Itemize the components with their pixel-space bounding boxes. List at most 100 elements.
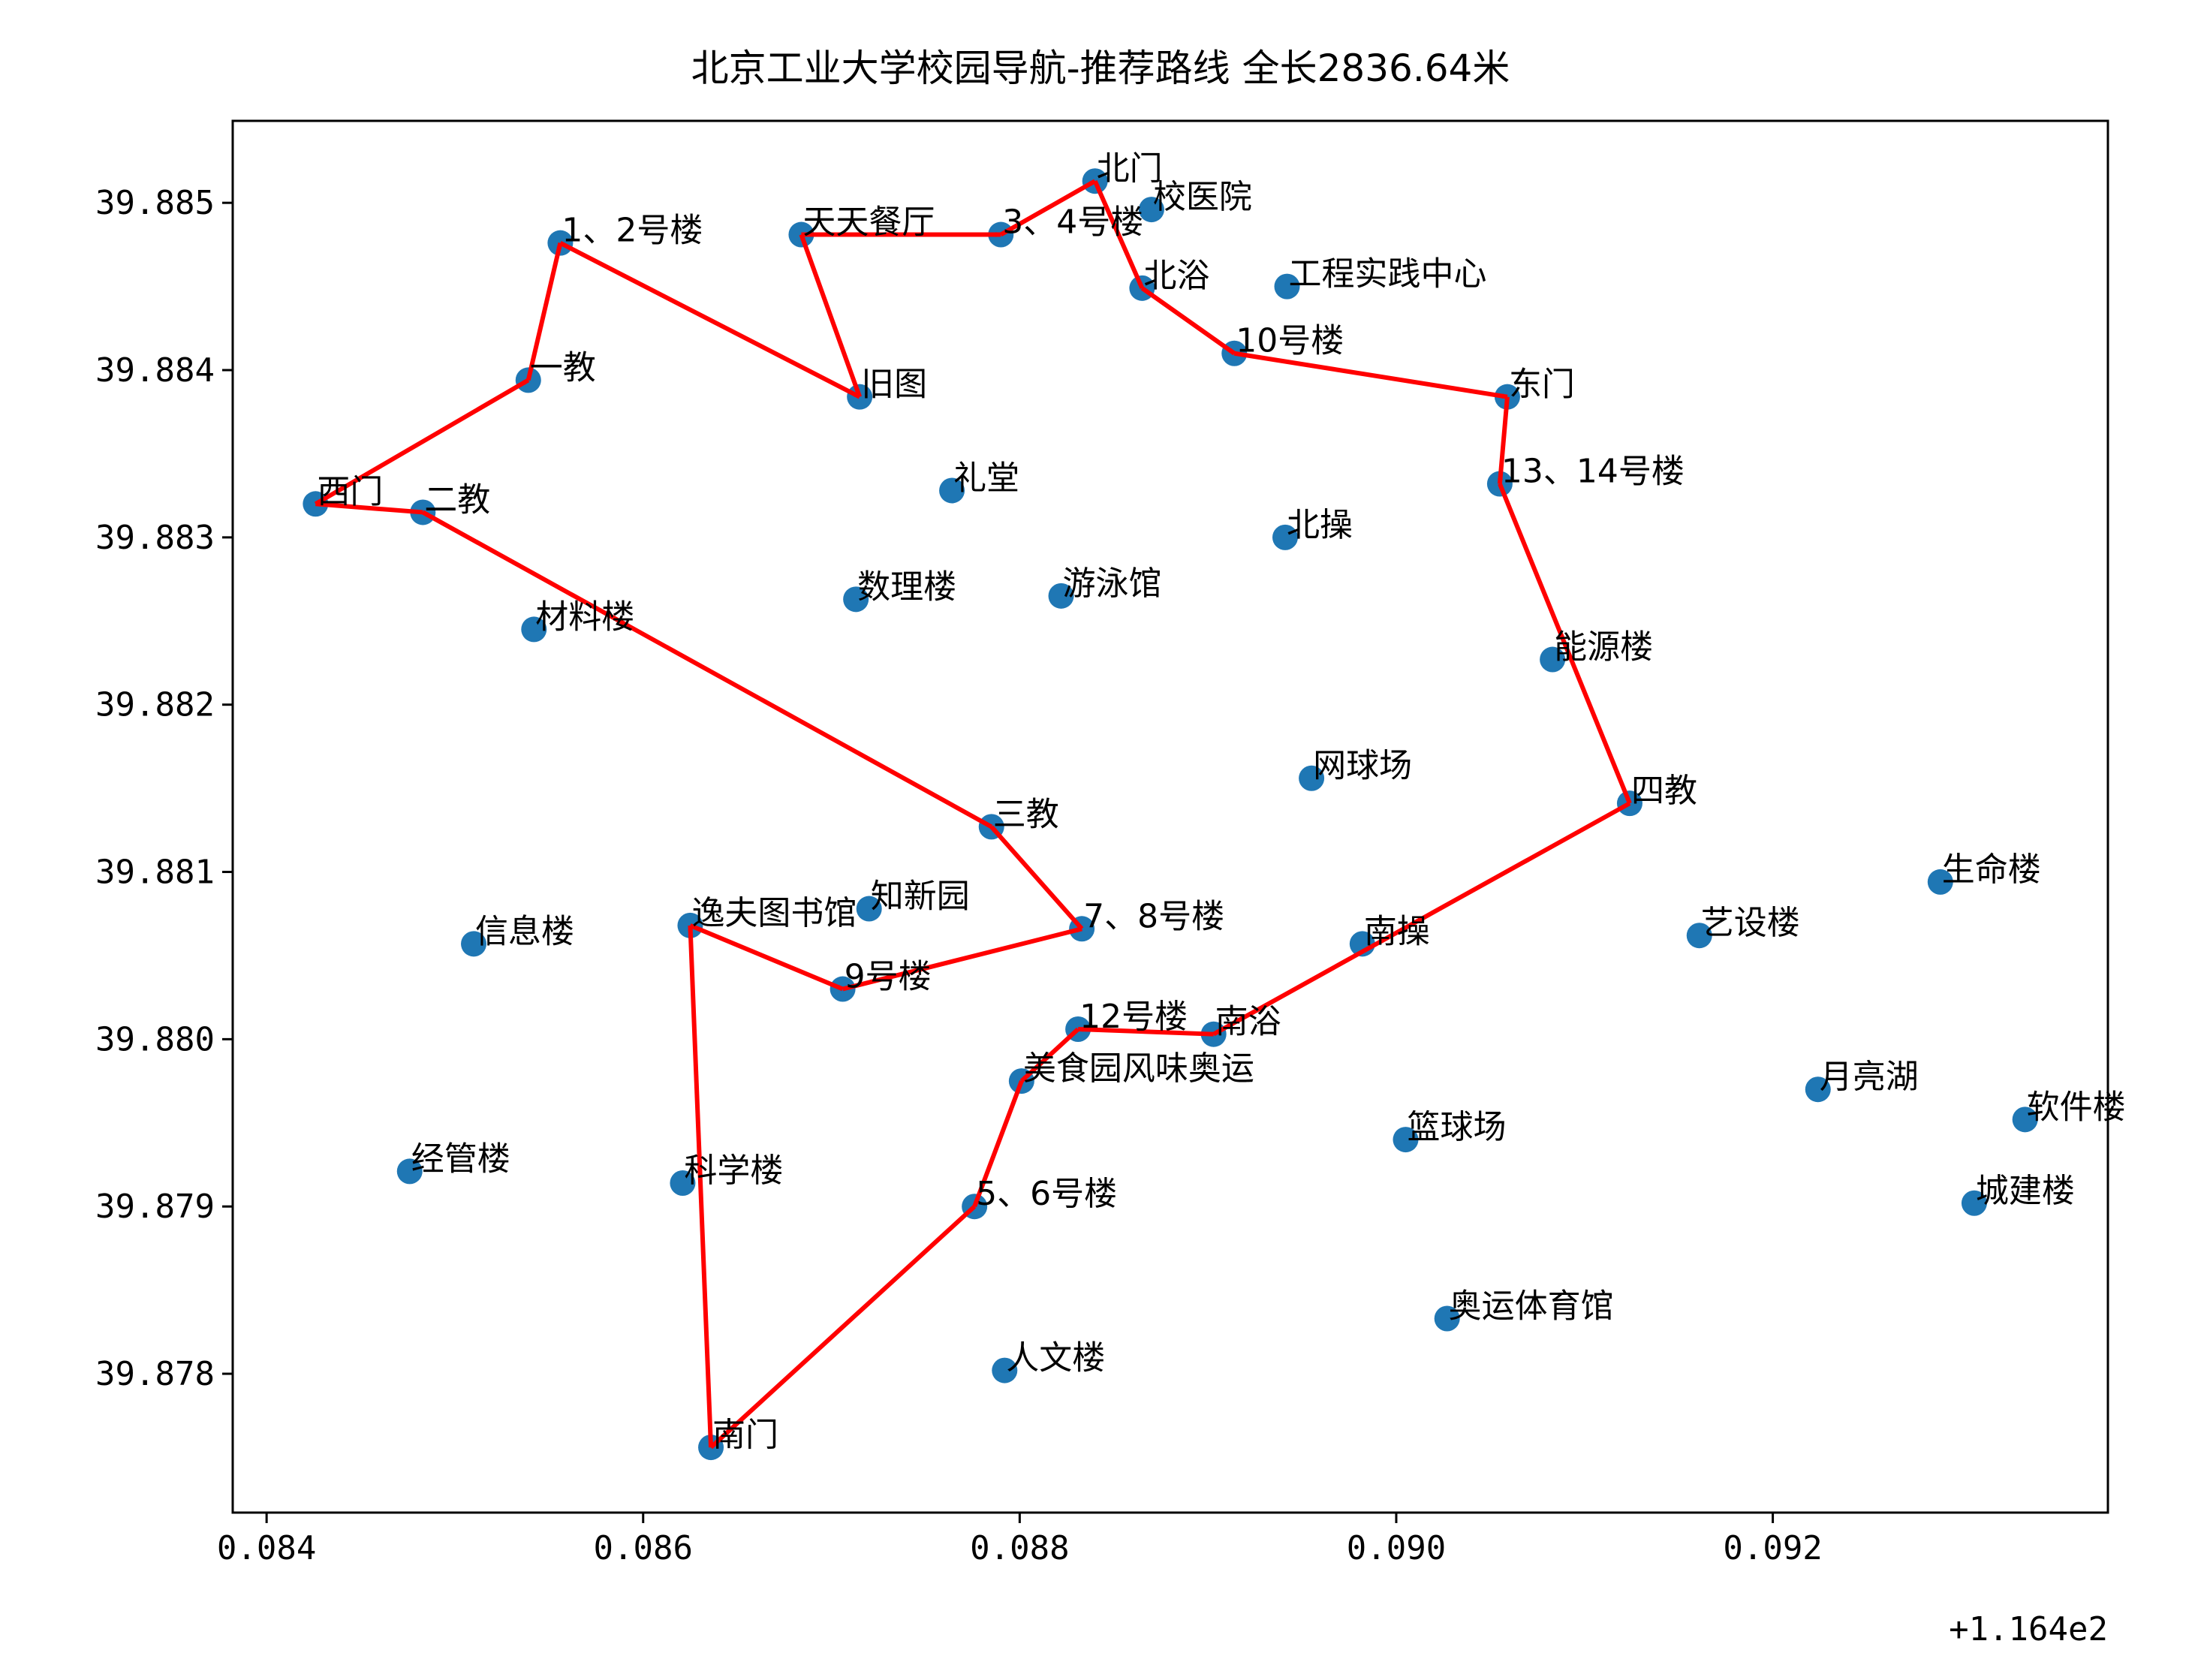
location-point — [1272, 524, 1298, 550]
location-label: 三教 — [993, 795, 1059, 833]
location-label: 旧图 — [861, 366, 927, 404]
location-point — [1393, 1127, 1419, 1153]
y-tick-label: 39.884 — [95, 351, 215, 390]
y-tick-label: 39.883 — [95, 519, 215, 557]
location-point — [939, 477, 965, 504]
route-segment-arrow — [1498, 483, 1632, 805]
route-segment-arrow — [421, 510, 993, 829]
route-segment-arrow — [1233, 351, 1508, 399]
location-label: 工程实践中心 — [1288, 255, 1486, 294]
route-segment-arrow — [314, 378, 530, 506]
location-label: 艺设楼 — [1701, 904, 1800, 942]
route-segment-arrow — [689, 923, 844, 992]
route-segment-arrow — [709, 1204, 977, 1450]
route-segment-arrow — [525, 242, 563, 381]
location-label: 科学楼 — [684, 1152, 783, 1190]
location-label: 校医院 — [1153, 178, 1252, 216]
location-point — [1540, 646, 1566, 673]
location-point — [396, 1158, 423, 1185]
route-segment-arrow — [989, 825, 1084, 931]
location-label: 奥运体育馆 — [1449, 1287, 1614, 1326]
y-tick-label: 39.885 — [95, 184, 215, 222]
route-segment-arrow — [1019, 1027, 1080, 1083]
location-point — [1961, 1190, 1987, 1216]
location-point — [856, 896, 882, 922]
location-label: 信息楼 — [475, 912, 574, 950]
route-segment-arrow — [1497, 396, 1510, 484]
location-point — [1299, 765, 1325, 791]
location-label: 月亮湖 — [1820, 1058, 1919, 1096]
location-point — [992, 1357, 1018, 1383]
route-segment-arrow — [1077, 1026, 1214, 1037]
location-label: 西门 — [317, 472, 383, 510]
location-point — [521, 616, 547, 643]
y-tick-label: 39.881 — [95, 854, 215, 892]
route-segment-arrow — [1092, 180, 1145, 290]
location-label: 5、6号楼 — [976, 1175, 1117, 1213]
x-tick-label: 0.092 — [1723, 1529, 1822, 1567]
x-tick-label: 0.084 — [217, 1529, 316, 1567]
location-point — [843, 586, 869, 613]
location-label: 经管楼 — [411, 1140, 510, 1178]
location-label: 7、8号楼 — [1083, 897, 1224, 935]
location-label: 南操 — [1364, 912, 1430, 950]
location-label: 南门 — [712, 1416, 778, 1454]
location-label: 1、2号楼 — [562, 212, 703, 250]
route-segment-arrow — [1140, 286, 1236, 356]
location-point — [2012, 1106, 2038, 1133]
location-point — [1686, 923, 1712, 949]
location-point — [670, 1170, 696, 1197]
y-tick-label: 39.882 — [95, 686, 215, 724]
route-segment-arrow — [315, 501, 423, 515]
x-axis: 0.084 0.086 0.088 0.090 0.092 — [217, 1513, 1823, 1567]
location-point — [1138, 197, 1164, 223]
location-label: 一教 — [530, 348, 596, 387]
location-label: 二教 — [424, 480, 490, 519]
location-label: 北浴 — [1143, 257, 1209, 295]
route-segment-arrow — [1212, 801, 1631, 1037]
location-label: 礼堂 — [953, 459, 1019, 497]
location-label: 逸夫图书馆 — [691, 894, 857, 932]
location-label: 游泳馆 — [1063, 565, 1162, 603]
location-label: 生命楼 — [1942, 851, 2041, 889]
location-label: 人文楼 — [1006, 1339, 1105, 1377]
location-label: 北门 — [1097, 149, 1163, 188]
route-segment-arrow — [799, 233, 862, 398]
route-segment-arrow — [842, 926, 1082, 992]
location-label: 10号楼 — [1236, 322, 1344, 360]
location-label: 能源楼 — [1554, 628, 1653, 667]
route-segment-arrow — [999, 179, 1097, 237]
route-segment-arrow — [972, 1080, 1024, 1208]
plot-frame — [231, 119, 2109, 1514]
location-label: 南浴 — [1215, 1003, 1281, 1041]
location-label: 软件楼 — [2027, 1088, 2126, 1126]
location-label: 9号楼 — [845, 958, 932, 996]
location-label: 3、4号楼 — [1002, 203, 1143, 242]
x-tick-label: 0.086 — [594, 1529, 693, 1567]
location-point — [1274, 273, 1300, 300]
location-label: 美食园风味奥运 — [1023, 1049, 1254, 1088]
location-label: 13、14号楼 — [1501, 453, 1685, 491]
route-segment-arrow — [559, 241, 861, 399]
route-layer — [314, 179, 1632, 1450]
location-label: 知新园 — [871, 878, 970, 916]
location-point — [1048, 583, 1074, 609]
location-point — [1927, 869, 1953, 895]
x-tick-label: 0.088 — [970, 1529, 1069, 1567]
chart-title: 北京工业大学校园导航-推荐路线 全长2836.64米 — [691, 47, 1510, 90]
location-label: 四教 — [1631, 772, 1697, 810]
location-label: 材料楼 — [535, 598, 634, 636]
location-label: 数理楼 — [857, 568, 956, 606]
location-label: 北操 — [1287, 506, 1353, 544]
location-label: 天天餐厅 — [802, 203, 935, 242]
y-tick-label: 39.879 — [95, 1188, 215, 1226]
y-tick-label: 39.878 — [95, 1355, 215, 1393]
x-tick-label: 0.090 — [1347, 1529, 1446, 1567]
location-point — [1434, 1305, 1460, 1332]
location-label: 12号楼 — [1079, 998, 1188, 1036]
location-point — [461, 931, 487, 957]
location-label: 东门 — [1509, 366, 1575, 404]
y-axis: 39.878 39.879 39.880 39.881 39.882 39.883 39.8… — [95, 184, 233, 1393]
